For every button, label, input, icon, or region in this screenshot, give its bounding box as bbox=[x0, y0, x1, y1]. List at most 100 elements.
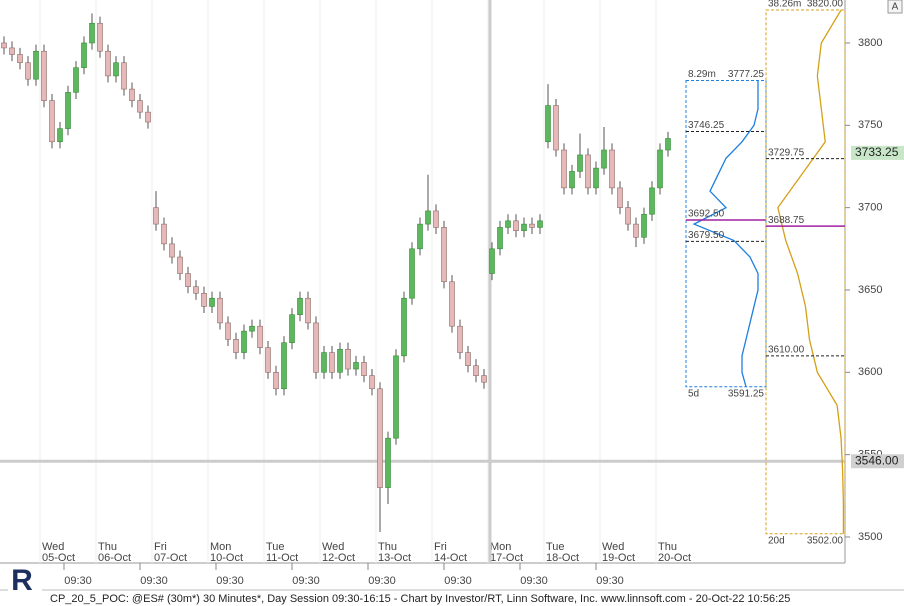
y-tick-label: 3500 bbox=[858, 531, 882, 543]
candle-body bbox=[297, 297, 303, 315]
time-label: 09:30 bbox=[520, 575, 548, 587]
candle-body bbox=[233, 339, 239, 353]
day-date: 14-Oct bbox=[434, 552, 467, 564]
candle-body bbox=[649, 187, 655, 215]
candle-body bbox=[289, 314, 295, 343]
profile-total: 38.26m bbox=[768, 0, 801, 10]
time-label: 09:30 bbox=[596, 575, 624, 587]
candle-body bbox=[225, 322, 231, 340]
day-name: Thu bbox=[658, 541, 677, 553]
day-date: 11-Oct bbox=[266, 552, 298, 564]
auto-button-label[interactable]: A bbox=[892, 2, 899, 13]
logo: R bbox=[11, 564, 33, 597]
time-label: 09:30 bbox=[64, 575, 92, 587]
candle-body bbox=[617, 187, 623, 208]
candle-body bbox=[361, 362, 367, 376]
candle-body bbox=[169, 243, 175, 258]
candle-body bbox=[505, 220, 511, 228]
value-area-label: 3729.75 bbox=[768, 147, 805, 158]
y-tick-label: 3600 bbox=[858, 366, 882, 378]
day-date: 05-Oct bbox=[42, 552, 75, 564]
candle-body bbox=[177, 256, 183, 274]
candle-body bbox=[465, 352, 471, 367]
candle-body bbox=[137, 100, 143, 113]
candle-body bbox=[417, 223, 423, 250]
candle-body bbox=[409, 248, 415, 299]
candle-body bbox=[353, 362, 359, 370]
candle-body bbox=[489, 248, 495, 274]
candle-body bbox=[313, 322, 319, 373]
time-label: 09:30 bbox=[140, 575, 168, 587]
candle-body bbox=[105, 50, 111, 77]
day-date: 10-Oct bbox=[210, 552, 243, 564]
candle-body bbox=[385, 437, 391, 488]
profile-low: 3502.00 bbox=[807, 535, 844, 546]
candle-body bbox=[305, 297, 311, 324]
candle-body bbox=[217, 297, 223, 324]
y-tick-label: 3700 bbox=[858, 202, 882, 214]
candle-body bbox=[561, 149, 567, 189]
day-name: Thu bbox=[98, 541, 117, 553]
poc-label: 3692.50 bbox=[688, 209, 725, 220]
candle-body bbox=[249, 325, 255, 332]
profile-total: 8.29m bbox=[688, 69, 716, 80]
day-name: Thu bbox=[378, 541, 397, 553]
day-name: Wed bbox=[602, 541, 624, 553]
candle-body bbox=[345, 348, 351, 370]
candle-body bbox=[401, 297, 407, 357]
logo-box bbox=[8, 565, 42, 603]
price-tag bbox=[851, 145, 904, 160]
candle-body bbox=[49, 100, 55, 143]
day-name: Tue bbox=[546, 541, 565, 553]
value-area-label: 3746.25 bbox=[688, 120, 725, 131]
candle-body bbox=[273, 372, 279, 390]
auto-button[interactable] bbox=[887, 0, 903, 14]
candle-body bbox=[601, 149, 607, 169]
candle-body bbox=[57, 128, 63, 143]
candle-body bbox=[513, 220, 519, 231]
day-name: Tue bbox=[266, 541, 285, 553]
candle-body bbox=[145, 111, 151, 123]
candle-body bbox=[89, 22, 95, 44]
candle-body bbox=[129, 88, 135, 101]
candle-body bbox=[73, 67, 79, 93]
price-tag-label: 3546.00 bbox=[855, 453, 899, 467]
candle-body bbox=[641, 213, 647, 238]
y-tick-label: 3800 bbox=[858, 37, 882, 49]
time-label: 09:30 bbox=[444, 575, 472, 587]
candle-body bbox=[33, 50, 39, 80]
candle-body bbox=[593, 167, 599, 189]
candle-body bbox=[193, 286, 199, 294]
candle-body bbox=[457, 325, 463, 353]
profile-line bbox=[692, 80, 759, 387]
candle-body bbox=[569, 171, 575, 189]
profile-low: 3591.25 bbox=[728, 388, 765, 399]
candle-body bbox=[433, 210, 439, 228]
candle-body bbox=[81, 42, 87, 68]
candle-body bbox=[553, 105, 559, 151]
candle-body bbox=[577, 154, 583, 172]
candle-body bbox=[161, 223, 167, 245]
candle-body bbox=[473, 365, 479, 376]
candle-body bbox=[625, 207, 631, 225]
candle-body bbox=[521, 223, 527, 231]
profile-period: 5d bbox=[688, 388, 699, 399]
day-date: 07-Oct bbox=[154, 552, 187, 564]
profile-period: 20d bbox=[768, 535, 785, 546]
candle-body bbox=[657, 149, 663, 189]
candle-body bbox=[585, 154, 591, 189]
candle-body bbox=[201, 292, 207, 307]
candle-body bbox=[665, 138, 671, 151]
time-label: 09:30 bbox=[368, 575, 396, 587]
candle-body bbox=[113, 62, 119, 77]
day-date: 13-Oct bbox=[378, 552, 411, 564]
day-name: Wed bbox=[322, 541, 344, 553]
candle-body bbox=[633, 223, 639, 238]
candle-body bbox=[537, 220, 543, 228]
day-name: Fri bbox=[434, 541, 447, 553]
candle-body bbox=[545, 105, 551, 143]
candle-body bbox=[257, 325, 263, 348]
candle-body bbox=[529, 223, 535, 228]
candle-body bbox=[241, 330, 247, 353]
y-tick-label: 3650 bbox=[858, 284, 882, 296]
